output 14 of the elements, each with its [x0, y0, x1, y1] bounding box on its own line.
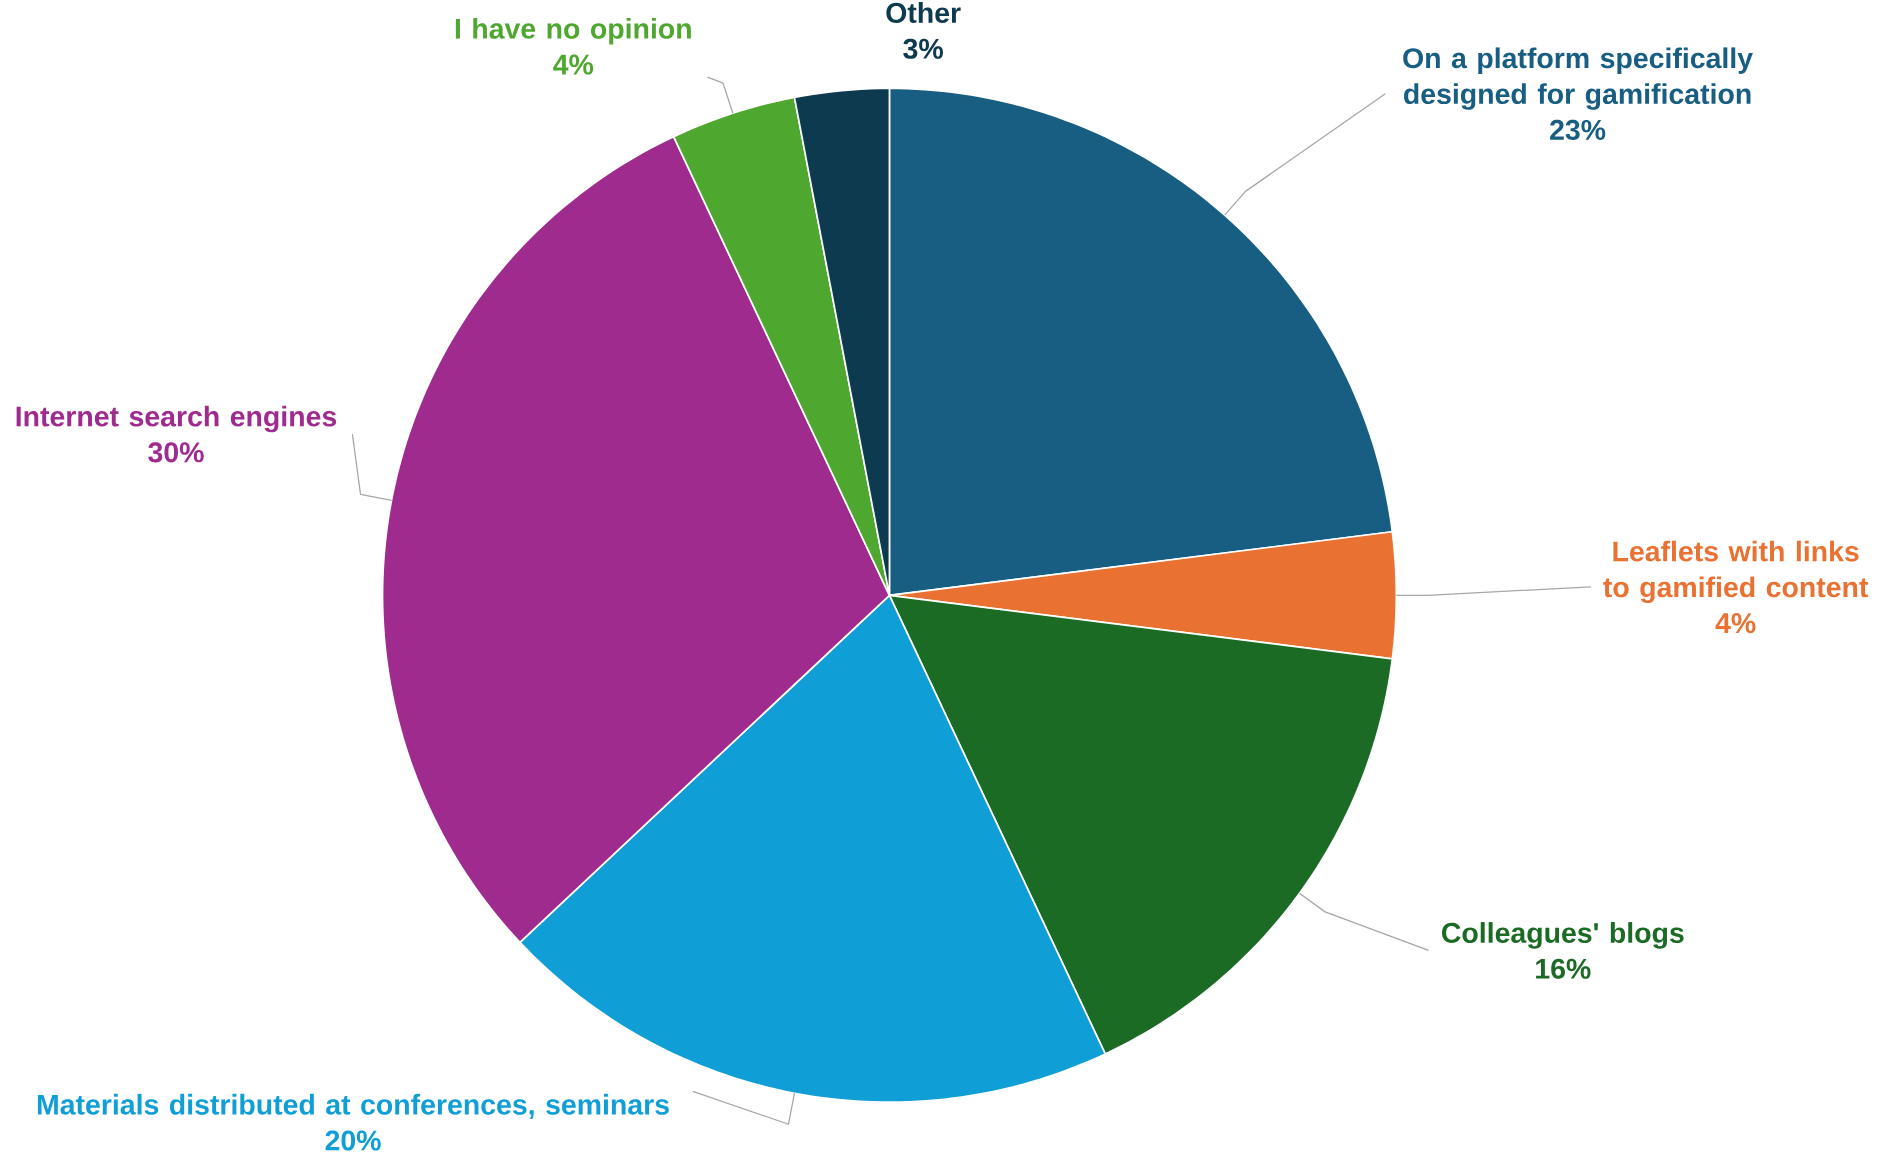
slice-label: Materials distributed at conferences, seminars [37, 1094, 669, 1120]
slice-label: On a platform specifically designed for gamification [1403, 47, 1753, 111]
data-label: 20% [325, 1130, 381, 1151]
slice-label: I have no opinion [455, 18, 691, 45]
data-label: 4% [1715, 613, 1756, 634]
data-label: 3% [903, 38, 943, 60]
slice-label: Colleagues' blogs [1442, 922, 1684, 949]
data-label: 23% [1550, 119, 1606, 141]
slice-label: Other [886, 2, 961, 24]
slice-label: Internet search engines [16, 405, 337, 433]
data-label: 4% [553, 54, 594, 75]
data-label: 16% [1536, 958, 1591, 979]
slice-label: Leaflets with links to gamified content [1603, 540, 1869, 604]
data-label: 30% [148, 442, 204, 463]
